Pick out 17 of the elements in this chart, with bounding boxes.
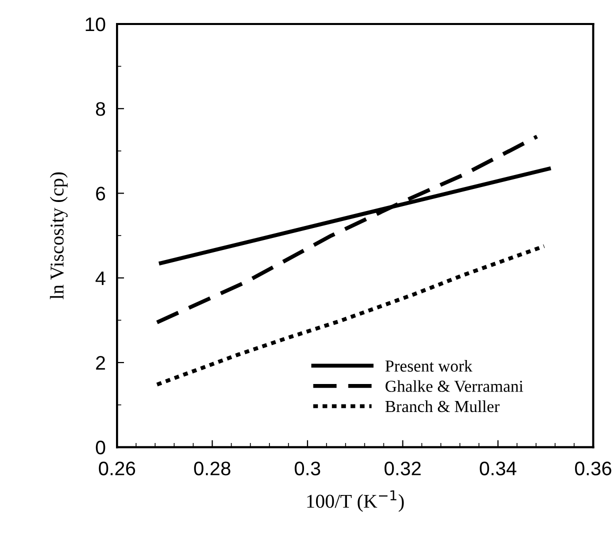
- y-tick-label: 0: [96, 440, 106, 454]
- x-tick-label: 0.3: [294, 462, 320, 476]
- y-axis-title: ln Viscosity (cp): [50, 172, 68, 300]
- y-tick-label: 8: [96, 102, 106, 116]
- y-tick-label: 4: [96, 272, 106, 285]
- y-tick-label: 2: [96, 356, 105, 370]
- y-tick-label: 10: [86, 17, 106, 32]
- x-tick-label: 0.32: [384, 462, 421, 476]
- x-tick-label: 0.34: [480, 462, 516, 476]
- legend-label: Branch & Muller: [385, 400, 500, 412]
- legend-label: Ghalke & Verramani: [386, 380, 524, 392]
- y-tick-label: 6: [96, 186, 106, 201]
- x-tick-label: 0.36: [575, 462, 612, 476]
- x-tick-label: 0.28: [194, 462, 230, 476]
- x-axis-title: 100/T (K$^{−1}$): [307, 490, 404, 512]
- legend-label: Present work: [385, 360, 472, 372]
- x-tick-label: 0.26: [98, 462, 136, 476]
